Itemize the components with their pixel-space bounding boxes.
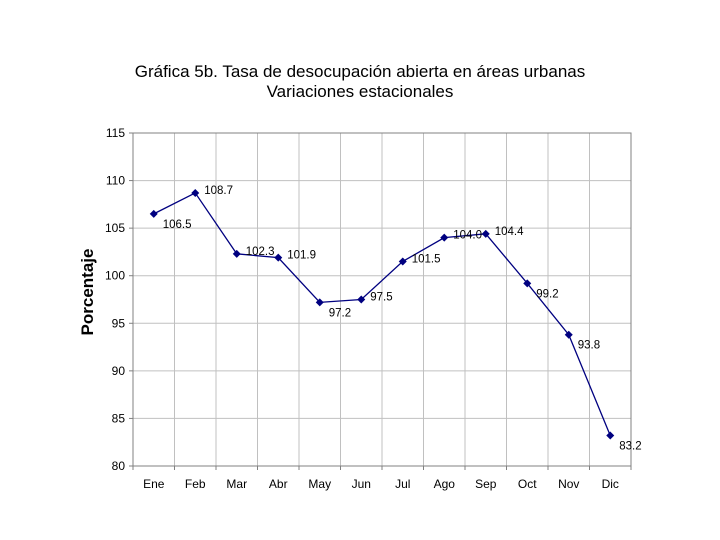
x-tick-label: Jun (352, 477, 371, 491)
data-points (149, 188, 615, 440)
x-tick-label: Nov (558, 477, 579, 491)
data-label: 97.2 (329, 307, 351, 319)
data-label: 106.5 (163, 219, 192, 231)
data-label: 101.9 (287, 250, 316, 262)
data-point (191, 188, 200, 197)
y-tick-label: 95 (112, 316, 126, 330)
chart-subtitle: Variaciones estacionales (266, 82, 454, 101)
data-point (357, 295, 366, 304)
data-label: 104.4 (495, 226, 524, 238)
x-tick-label: Ene (143, 477, 165, 491)
y-tick-label: 105 (105, 221, 125, 235)
x-tick-label: Oct (518, 477, 537, 491)
data-point (232, 249, 241, 258)
data-labels: 106.5 108.7 102.3 101.9 97.2 97.5 101.5 104.0 10… (163, 185, 642, 453)
y-tick-label: 90 (112, 364, 126, 378)
data-point (523, 279, 532, 288)
data-label: 108.7 (204, 185, 233, 197)
data-point (481, 229, 490, 238)
data-label: 97.5 (370, 292, 392, 304)
data-label: 102.3 (246, 246, 275, 258)
data-label: 99.2 (536, 288, 558, 300)
y-axis-ticks: 80 85 90 95 100 105 110 115 (105, 126, 133, 473)
x-tick-label: Ago (434, 477, 456, 491)
data-label: 83.2 (619, 441, 641, 453)
x-tick-label: May (308, 477, 331, 491)
x-tick-label: Abr (269, 477, 288, 491)
data-label: 93.8 (578, 340, 600, 352)
data-point (274, 253, 283, 262)
y-tick-label: 110 (106, 174, 125, 188)
x-tick-label: Mar (226, 477, 247, 491)
data-point (149, 209, 158, 218)
y-tick-label: 80 (112, 459, 126, 473)
y-axis-label: Porcentaje (78, 249, 97, 336)
x-tick-label: Sep (475, 477, 497, 491)
chart-title: Gráfica 5b. Tasa de desocupación abierta… (134, 62, 586, 81)
y-tick-label: 100 (105, 269, 125, 283)
y-tick-label: 115 (106, 126, 125, 140)
series-line (153, 192, 611, 436)
data-point (564, 330, 573, 339)
data-label: 104.0 (453, 230, 482, 242)
y-tick-label: 85 (112, 411, 126, 425)
x-axis-ticks: Ene Feb Mar Abr May Jun Jul Ago Sep Oct Nov Dic (132, 466, 632, 491)
data-point (398, 257, 407, 266)
x-tick-label: Jul (395, 477, 410, 491)
data-label: 101.5 (412, 253, 441, 265)
data-point (315, 298, 324, 307)
x-tick-label: Feb (185, 477, 206, 491)
data-point (440, 233, 449, 242)
x-tick-label: Dic (602, 477, 619, 491)
data-point (606, 431, 615, 440)
